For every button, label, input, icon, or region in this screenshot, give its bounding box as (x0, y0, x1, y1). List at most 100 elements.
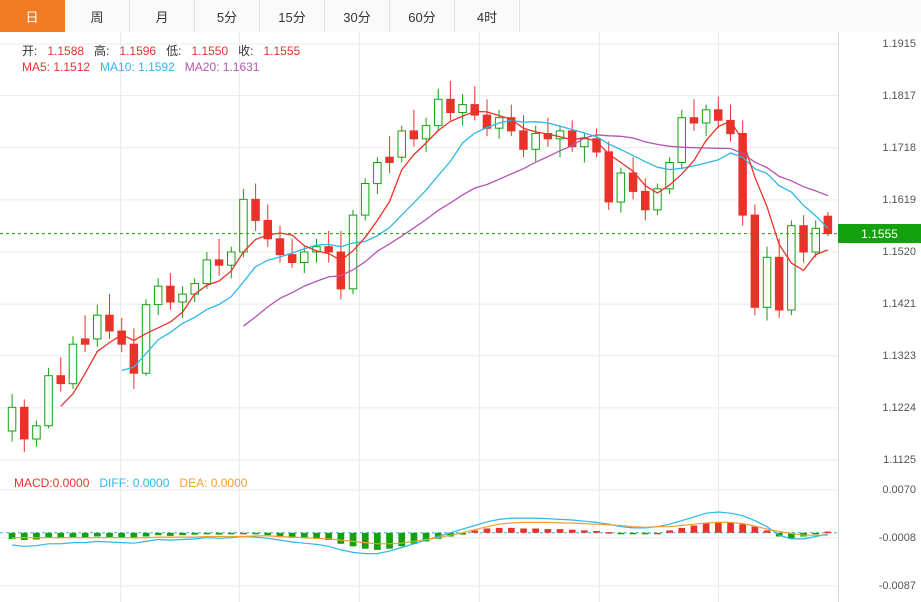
macd-bar (788, 532, 795, 539)
candle-body (263, 219, 272, 240)
candle-body (482, 114, 492, 129)
candle-body (580, 138, 589, 148)
tab-period-3[interactable]: 5分 (195, 0, 260, 32)
candle-body (628, 172, 638, 192)
macd-bar (556, 529, 564, 533)
candle-body (105, 314, 114, 332)
tab-period-7[interactable]: 4时 (455, 0, 520, 32)
candle-body (32, 425, 41, 440)
candle-body (434, 98, 443, 127)
tab-period-5[interactable]: 30分 (325, 0, 390, 32)
macd-bar (374, 532, 381, 550)
macd-bar (495, 527, 503, 533)
candle-body (714, 109, 723, 121)
macd-bar (106, 532, 113, 538)
tab-label: 15分 (278, 9, 306, 25)
macd-bar (459, 532, 466, 535)
low-value: 1.1550 (191, 44, 229, 58)
candle-body (44, 375, 53, 427)
dea-legend-value: DEA: 0.0000 (179, 476, 248, 490)
diff-line (12, 511, 829, 555)
price-chart-pane[interactable] (0, 32, 838, 471)
macd-bar (69, 532, 77, 538)
candle-body (202, 259, 212, 285)
candle-body (458, 104, 467, 113)
macd-bar (81, 532, 89, 538)
macd-bar (520, 528, 527, 533)
macd-bar (240, 532, 247, 535)
ma5-legend: MA5: 1.1512 (22, 60, 91, 74)
low-label: 低: (166, 44, 182, 58)
candle-body (665, 162, 674, 190)
candle-body (689, 117, 699, 124)
candle-body (324, 246, 333, 253)
macd-bar (361, 532, 369, 549)
period-toolbar: 日 周 月 5分 15分 30分 60分 4时 (0, 0, 921, 33)
candle-body (811, 227, 820, 253)
price-tick-8: 1.1125 (883, 454, 916, 466)
macd-bar (215, 532, 223, 535)
macd-bar (398, 532, 406, 547)
tab-label: 60分 (408, 9, 436, 25)
candle-body (300, 251, 309, 263)
candle-body (397, 130, 406, 158)
macd-chart-pane[interactable] (0, 470, 838, 602)
candle-body (616, 172, 626, 203)
tab-label: 30分 (343, 9, 371, 25)
macd-bar (276, 532, 284, 537)
macd-bar (191, 532, 199, 535)
macd-tick-2: -0.0087 (878, 580, 916, 592)
macd-bar (629, 532, 637, 535)
macd-bar (532, 528, 539, 533)
tab-period-2[interactable]: 月 (130, 0, 195, 32)
candle-body (20, 406, 29, 440)
candle-body (214, 259, 224, 266)
price-tick-4: 1.1520 (882, 246, 916, 258)
candle-body (227, 251, 236, 266)
macd-bar (57, 532, 65, 539)
candle-body (677, 117, 686, 163)
ma10-legend: MA10: 1.1592 (100, 60, 175, 74)
price-tick-7: 1.1224 (882, 401, 916, 414)
candle-body (287, 254, 297, 264)
macd-tick-1: -0.0008 (878, 531, 916, 544)
candle-body (178, 293, 187, 303)
tab-period-4[interactable]: 15分 (260, 0, 325, 32)
ma-legend: MA5: 1.1512 MA10: 1.1592 MA20: 1.1631 (22, 60, 269, 74)
candle-body (348, 214, 358, 290)
candle-body (653, 188, 662, 211)
candle-body (239, 198, 248, 253)
last-price-badge: 1.1555 (838, 224, 921, 244)
candle-body (129, 343, 139, 374)
price-tick-6: 1.1323 (882, 349, 916, 362)
price-axis: 1.1915 1.1817 1.1718 1.1619 1.1520 1.1421 1.13… (838, 32, 921, 471)
candle-body (470, 104, 479, 116)
tab-label: 月 (155, 9, 169, 25)
macd-bar (641, 532, 649, 535)
macd-bar (824, 531, 832, 534)
tab-label: 周 (90, 9, 104, 25)
candle-body (336, 251, 346, 290)
macd-tick-0: 0.0070 (882, 484, 916, 496)
macd-bar (45, 532, 52, 538)
macd-legend-value: MACD:0.0000 (14, 476, 90, 490)
macd-bar (422, 532, 430, 542)
tab-period-0[interactable]: 日 (0, 0, 65, 32)
macd-bar (715, 521, 722, 533)
candle-body (519, 130, 528, 150)
candle-body (446, 98, 455, 114)
macd-bar (8, 532, 16, 539)
macd-bar (678, 527, 686, 533)
price-tick-5: 1.1421 (882, 298, 916, 311)
macd-bar (288, 532, 296, 538)
candle-body (750, 214, 760, 308)
macd-bar (763, 530, 771, 533)
candle-body (275, 238, 285, 256)
candle-body (56, 375, 65, 385)
macd-bar (337, 532, 345, 544)
macd-bar (739, 524, 746, 533)
price-tick-1: 1.1817 (882, 89, 916, 102)
tab-period-1[interactable]: 周 (65, 0, 130, 32)
candle-body (641, 190, 650, 211)
tab-period-6[interactable]: 60分 (390, 0, 455, 32)
